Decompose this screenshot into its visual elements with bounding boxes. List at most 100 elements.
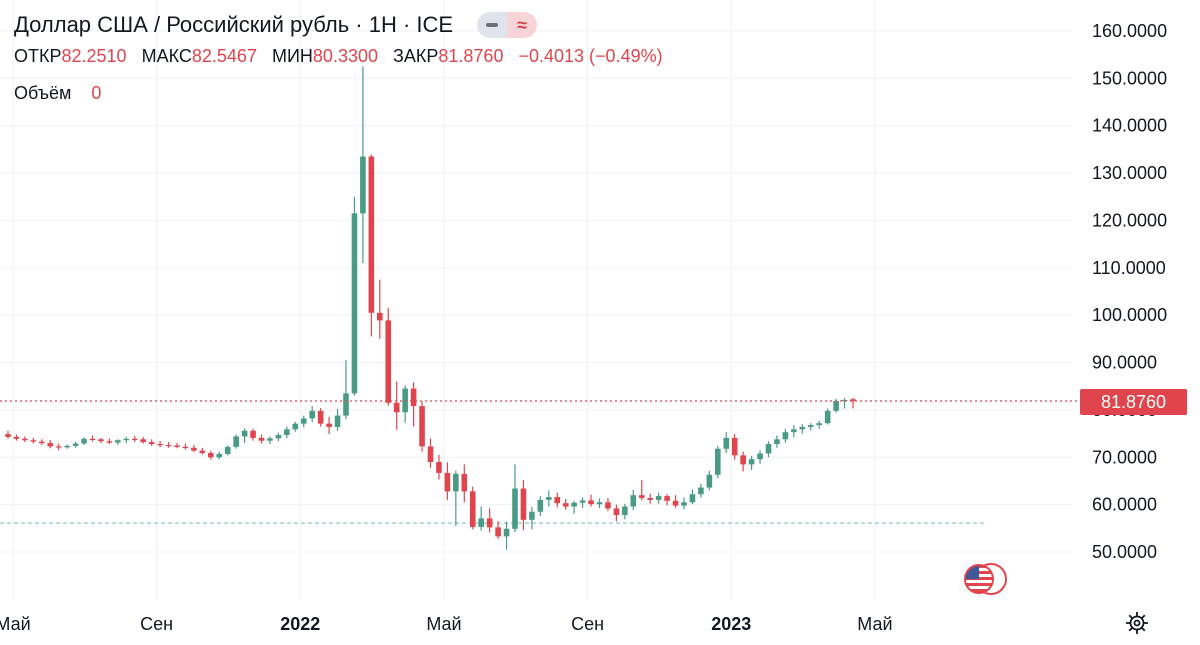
candle-body xyxy=(267,438,273,441)
volume-value: 0 xyxy=(91,83,102,103)
y-tick-label: 60.0000 xyxy=(1092,495,1157,515)
candle-body xyxy=(672,500,679,506)
candle-body xyxy=(596,502,603,505)
volume-label: Объём xyxy=(14,83,72,103)
candle-body xyxy=(698,487,704,495)
y-tick-label: 140.0000 xyxy=(1092,116,1167,136)
candle-body xyxy=(317,410,324,424)
candle-body xyxy=(208,453,214,458)
candle-body xyxy=(39,441,45,444)
candle-body xyxy=(630,495,637,507)
ohlc-values: ОТКР82.2510 МАКС82.5467 МИН80.3300 ЗАКР8… xyxy=(14,46,673,67)
us-flag-icon[interactable] xyxy=(962,562,1008,596)
candle-body xyxy=(588,500,594,505)
chart-style-toggle[interactable]: ≈ xyxy=(477,12,538,38)
candle-body xyxy=(495,527,501,537)
candle-body xyxy=(309,410,315,419)
settings-gear-icon[interactable] xyxy=(1124,610,1150,636)
candle-body xyxy=(258,437,265,441)
candle-body xyxy=(520,488,527,520)
candle-body xyxy=(723,437,730,449)
candle-body xyxy=(233,436,239,447)
candle-body xyxy=(664,496,670,501)
high-label: МАКС xyxy=(141,46,192,66)
close-label: ЗАКР xyxy=(393,46,439,66)
candle-body xyxy=(224,446,231,454)
candle-body xyxy=(30,440,37,442)
x-tick-label: Май xyxy=(857,614,892,634)
y-tick-label: 70.0000 xyxy=(1092,447,1157,467)
candle-body xyxy=(182,446,189,449)
candle-body xyxy=(605,502,611,509)
line-toggle-icon[interactable] xyxy=(477,12,508,38)
x-tick-label: Май xyxy=(426,614,461,634)
candle-body xyxy=(47,443,54,447)
low-value: 80.3300 xyxy=(312,46,378,66)
candle-body xyxy=(385,320,392,403)
low-label: МИН xyxy=(271,46,313,66)
candle-body xyxy=(529,511,535,520)
candle-body xyxy=(469,491,476,527)
candle-body xyxy=(807,425,814,427)
candle-body xyxy=(486,518,493,528)
candle-body xyxy=(444,472,451,492)
candle-body xyxy=(833,400,839,411)
candle-body xyxy=(72,443,79,446)
candle-body xyxy=(410,388,417,407)
candle-body xyxy=(503,528,510,537)
candle-body xyxy=(377,312,383,321)
candle-body xyxy=(816,423,822,426)
candle-body xyxy=(106,441,113,443)
candle-body xyxy=(571,502,577,507)
y-tick-label: 160.0000 xyxy=(1092,21,1167,41)
candle-body xyxy=(292,423,299,430)
candle-body xyxy=(157,444,163,446)
candle-body xyxy=(140,439,146,443)
high-value: 82.5467 xyxy=(191,46,257,66)
candle-body xyxy=(638,495,645,499)
candle-body xyxy=(512,488,518,529)
candle-body xyxy=(191,447,197,451)
candle-body xyxy=(89,438,96,441)
candle-body xyxy=(81,438,87,444)
open-label: ОТКР xyxy=(14,46,62,66)
candle-body xyxy=(165,444,172,447)
symbol-title[interactable]: Доллар США / Российский рубль · 1Н · ICE xyxy=(14,12,454,37)
last-price-label: 81.8760 xyxy=(1080,389,1187,415)
y-tick-label: 150.0000 xyxy=(1092,68,1167,88)
candle-body xyxy=(478,518,484,527)
candle-body xyxy=(419,406,425,447)
y-tick-label: 130.0000 xyxy=(1092,163,1167,183)
candle-body xyxy=(647,498,653,500)
candle-body xyxy=(284,429,290,436)
candle-body xyxy=(123,438,130,441)
candle-body xyxy=(64,445,70,448)
candle-body xyxy=(554,497,561,504)
candle-body xyxy=(250,430,256,438)
x-tick-label: Май xyxy=(0,614,31,634)
candle-body xyxy=(782,432,789,440)
candle-body xyxy=(731,437,738,456)
candle-body xyxy=(546,497,552,500)
candle-body xyxy=(757,453,763,460)
candle-body xyxy=(98,439,104,442)
change-value: −0.4013 (−0.49%) xyxy=(518,46,663,66)
candle-body xyxy=(115,440,121,443)
candle-body xyxy=(351,213,358,394)
candle-body xyxy=(461,473,468,492)
candle-body xyxy=(300,418,307,424)
candle-body xyxy=(622,506,628,516)
y-tick-label: 110.0000 xyxy=(1092,258,1166,278)
candle-body xyxy=(791,429,797,433)
candle-body xyxy=(824,410,831,424)
candle-body xyxy=(655,496,662,500)
x-tick-label: 2022 xyxy=(280,614,320,634)
candle-body xyxy=(681,502,687,506)
compare-icon[interactable]: ≈ xyxy=(507,12,538,38)
candle-body xyxy=(579,500,586,503)
candle-body xyxy=(613,508,620,516)
candle-body xyxy=(148,442,155,445)
candle-body xyxy=(427,446,434,463)
volume-legend: Объём 0 xyxy=(14,83,673,104)
